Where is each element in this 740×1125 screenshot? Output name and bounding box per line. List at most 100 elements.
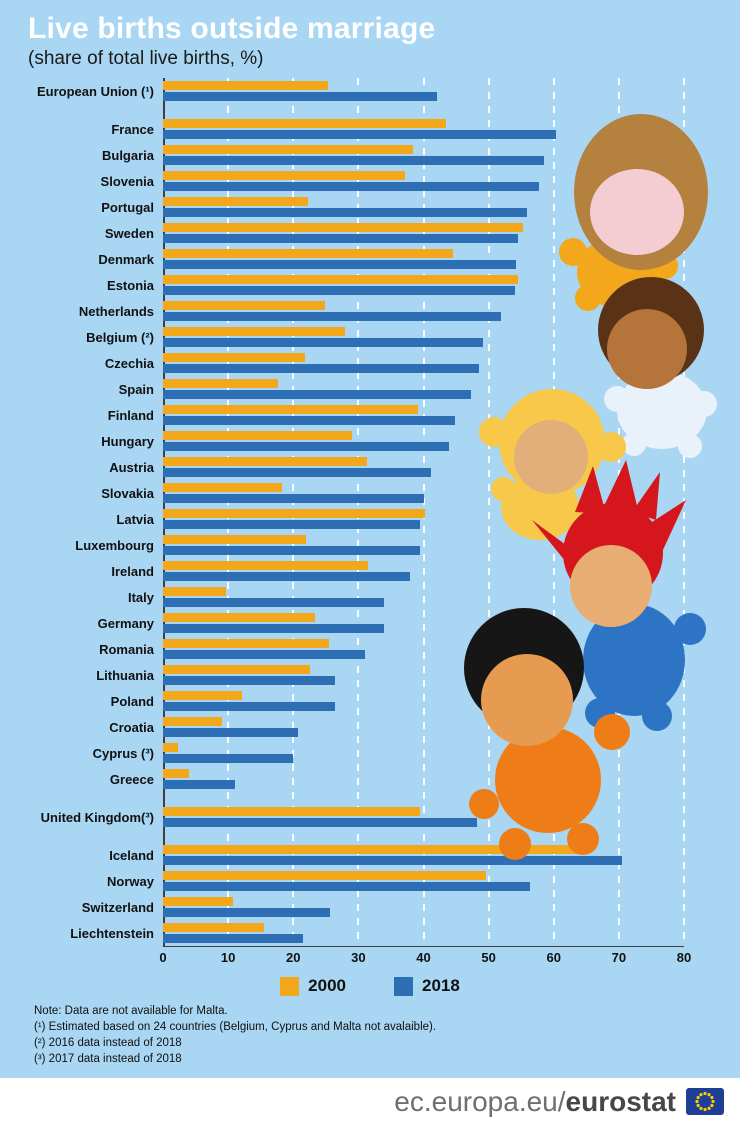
chart-row: European Union (¹) [0,78,740,104]
bar-pair [163,561,684,581]
bar-chart: European Union (¹) France Bulgaria Slovenia… [0,78,740,996]
country-label: Spain [118,381,154,397]
chart-row: Germany [0,610,740,636]
chart-row: Greece [0,766,740,792]
bar-2000 [163,561,369,570]
country-label: Greece [109,771,154,787]
bar-pair [163,807,684,827]
bar-2018 [163,754,293,763]
bar-pair [163,665,684,685]
bar-2000 [163,665,311,674]
chart-row: Portugal [0,194,740,220]
chart-notes: Note: Data are not available for Malta. … [34,1004,740,1067]
bar-2018 [163,390,472,399]
country-label: France [111,121,154,137]
bar-pair [163,301,684,321]
chart-row: Slovenia [0,168,740,194]
bar-2000 [163,301,326,310]
footer-bar: ec.europa.eu/eurostat [0,1078,740,1125]
legend-swatch [394,976,413,996]
country-label: European Union (¹) [37,83,154,99]
country-label: Croatia [109,719,154,735]
bar-pair [163,197,684,217]
country-label: Slovakia [101,485,154,501]
eu-flag-icon [686,1088,724,1115]
chart-header: Live births outside marriage (share of t… [0,0,740,70]
country-label: Romania [99,641,154,657]
bar-2000 [163,509,426,518]
bar-pair [163,379,684,399]
x-tick-label: 80 [676,950,692,965]
bar-2018 [163,416,456,425]
chart-row: Ireland [0,558,740,584]
bar-2018 [163,364,479,373]
bar-2000 [163,197,308,206]
chart-row: Bulgaria [0,142,740,168]
bar-2018 [163,260,516,269]
country-label: Slovenia [100,173,154,189]
bar-2018 [163,728,299,737]
country-label: Ireland [111,563,154,579]
bar-pair [163,171,684,191]
bar-pair [163,897,684,917]
gridline [487,78,490,946]
bar-2018 [163,624,384,633]
chart-row: Belgium (²) [0,324,740,350]
bar-2000 [163,769,190,778]
country-label: Poland [110,693,154,709]
bar-pair [163,327,684,347]
chart-row: France [0,116,740,142]
eurostat-logo-text: eurostat [565,1085,676,1117]
bar-2000 [163,81,328,90]
bar-2000 [163,249,454,258]
country-label: Belgium (²) [86,329,154,345]
chart-row: Finland [0,402,740,428]
bar-pair [163,845,684,865]
bar-2000 [163,119,446,128]
chart-row: Lithuania [0,662,740,688]
chart-row: Romania [0,636,740,662]
bar-2000 [163,145,414,154]
bar-2000 [163,275,518,284]
bar-2018 [163,650,365,659]
bar-2000 [163,457,367,466]
bar-2018 [163,702,335,711]
bar-2018 [163,286,516,295]
country-label: Denmark [98,251,154,267]
legend-swatch [280,976,300,996]
legend-item-2018: 2018 [394,976,460,996]
bar-pair [163,613,684,633]
bar-2000 [163,717,222,726]
footer-url: ec.europa.eu/ [394,1085,566,1117]
chart-row: Liechtenstein [0,920,740,946]
bar-pair [163,769,684,789]
bar-2018 [163,208,528,217]
bar-pair [163,81,684,101]
chart-row: Latvia [0,506,740,532]
x-tick-label: 0 [159,950,167,965]
bar-pair [163,923,684,943]
country-label: Bulgaria [101,147,154,163]
country-label: Iceland [109,847,154,863]
bar-pair [163,743,684,763]
note-line: (¹) Estimated based on 24 countries (Bel… [34,1020,437,1033]
bar-2000 [163,327,346,336]
chart-row: Slovakia [0,480,740,506]
country-label: Hungary [101,433,154,449]
bar-pair [163,457,684,477]
bar-pair [163,275,684,295]
chart-row: United Kingdom(³) [0,804,740,830]
chart-row: Poland [0,688,740,714]
bar-2018 [163,234,518,243]
country-label: Czechia [104,355,154,371]
country-label: Italy [127,589,154,605]
chart-title: Live births outside marriage [28,12,436,45]
country-label: Liechtenstein [70,925,154,941]
chart-row: Austria [0,454,740,480]
bar-2000 [163,613,316,622]
bar-2018 [163,338,483,347]
bar-2018 [163,442,449,451]
bar-pair [163,431,684,451]
bar-2018 [163,92,438,101]
x-tick-label: 20 [286,950,301,965]
